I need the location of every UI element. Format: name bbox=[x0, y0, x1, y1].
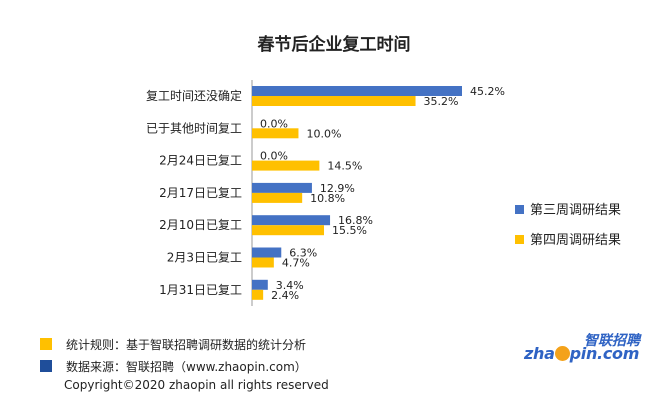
data-label: 14.5% bbox=[327, 160, 362, 173]
category-label: 1月31日已复工 bbox=[159, 283, 242, 297]
data-label: 2.4% bbox=[271, 289, 299, 302]
category-label: 2月17日已复工 bbox=[159, 186, 242, 200]
bar-week4 bbox=[252, 128, 299, 139]
data-label: 12.9% bbox=[320, 182, 355, 195]
bar-week3 bbox=[252, 247, 282, 258]
bar-week4 bbox=[252, 289, 264, 300]
footnote-rule: 统计规则：基于智联招聘调研数据的统计分析 bbox=[40, 333, 307, 355]
bar-week4 bbox=[252, 96, 416, 106]
data-label: 3.4% bbox=[276, 279, 304, 292]
logo-cn-text: 智联招聘 bbox=[584, 333, 640, 349]
category-label: 复工时间还没确定 bbox=[146, 88, 242, 103]
data-label: 16.8% bbox=[338, 214, 373, 227]
data-label: 10.8% bbox=[310, 192, 345, 205]
bar-week3 bbox=[252, 279, 268, 290]
data-label: 45.2% bbox=[470, 85, 505, 98]
bar-week3 bbox=[252, 215, 331, 226]
category-label: 2月3日已复工 bbox=[167, 251, 242, 265]
category-label: 2月24日已复工 bbox=[159, 154, 242, 168]
bar-week4 bbox=[252, 160, 320, 171]
legend-label: 第四周调研结果 bbox=[530, 233, 621, 248]
bar-week3 bbox=[252, 86, 462, 96]
data-label: 6.3% bbox=[289, 247, 317, 260]
copyright: Copyright©2020 zhaopin all rights reserv… bbox=[64, 378, 329, 392]
logo-o-icon bbox=[554, 346, 570, 361]
zhaopin-logo: 智联招聘 zha pin.com bbox=[524, 330, 644, 366]
footnote-source: 数据来源：智联招聘（www.zhaopin.com） bbox=[40, 355, 307, 377]
data-label: 4.7% bbox=[282, 257, 310, 270]
category-label: 已于其他时间复工 bbox=[146, 121, 242, 135]
legend-swatch bbox=[515, 205, 524, 214]
logo-en-pre: zha bbox=[524, 344, 555, 363]
legend-swatch bbox=[515, 235, 524, 244]
footnote-marker-blue bbox=[40, 360, 52, 372]
logo-en-post: pin.com bbox=[569, 344, 640, 363]
bar-week3 bbox=[252, 182, 312, 193]
footnote-source-text: 数据来源：智联招聘（www.zhaopin.com） bbox=[66, 359, 307, 374]
data-label: 10.0% bbox=[306, 127, 341, 140]
footnote-rule-text: 统计规则：基于智联招聘调研数据的统计分析 bbox=[66, 337, 307, 352]
data-label: 0.0% bbox=[260, 150, 288, 163]
bar-week4 bbox=[252, 257, 274, 268]
chart-title: 春节后企业复工时间 bbox=[258, 34, 411, 55]
data-label: 15.5% bbox=[332, 224, 367, 237]
footnote-marker-yellow bbox=[40, 338, 52, 350]
data-label: 35.2% bbox=[424, 95, 459, 108]
legend-label: 第三周调研结果 bbox=[530, 203, 621, 218]
data-label: 0.0% bbox=[260, 117, 288, 130]
category-label: 2月10日已复工 bbox=[159, 218, 242, 232]
bar-week4 bbox=[252, 192, 303, 203]
bar-chart: 春节后企业复工时间 复工时间还没确定 45.2% 35.2% 已于其他时间复工 0.0%… bbox=[146, 34, 621, 306]
bar-week4 bbox=[252, 225, 325, 236]
logo-en-text: zha pin.com bbox=[524, 344, 639, 363]
footnotes: 统计规则：基于智联招聘调研数据的统计分析 数据来源：智联招聘（www.zhaop… bbox=[40, 333, 307, 377]
